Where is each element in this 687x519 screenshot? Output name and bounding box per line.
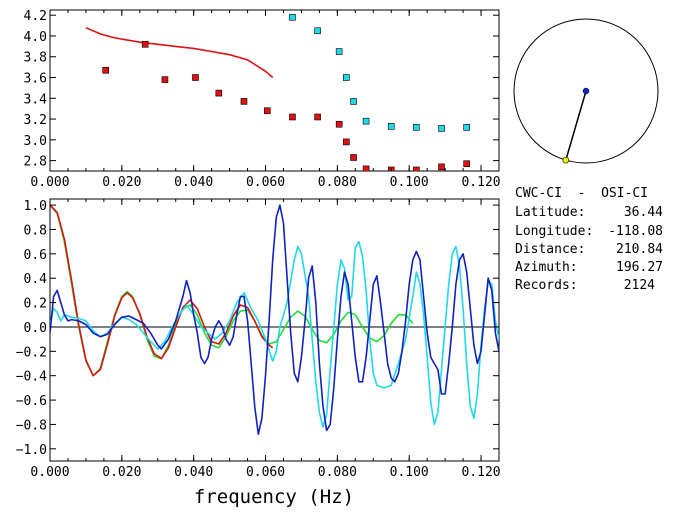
- bottom-y-tick-label: 0.8: [24, 223, 47, 238]
- top-scatter-point: [413, 166, 420, 171]
- compass-station-marker: [562, 156, 570, 164]
- info-azimuth-label: Azimuth:: [515, 260, 578, 275]
- bottom-y-tick-label: 0.6: [24, 248, 47, 263]
- top-x-tick-label: 0.000: [30, 175, 69, 190]
- info-longitude-label: Longitude:: [515, 224, 593, 239]
- info-records-label: Records:: [515, 278, 578, 293]
- top-scatter-point: [240, 98, 248, 105]
- bottom-x-tick-label: 0.100: [390, 465, 429, 480]
- station-pair: CWC-CI - OSI-CI: [515, 186, 648, 201]
- top-y-tick-label: 3.8: [24, 51, 47, 66]
- bottom-axes: 0.000 0.020 0.040 0.060 0.080 0.100 0.120 1.0 0.…: [16, 199, 501, 480]
- bottom-y-tick-label: −0.6: [16, 394, 47, 409]
- bottom-x-tick-label: 0.040: [174, 465, 213, 480]
- top-x-tick-label: 0.040: [174, 175, 213, 190]
- bottom-x-tick-label: 0.000: [30, 465, 69, 480]
- top-scatter-point: [289, 113, 296, 121]
- x-axis-title: frequency (Hz): [194, 486, 354, 508]
- bottom-y-tick-label: 0.0: [24, 321, 47, 336]
- top-x-tick-label: 0.080: [318, 175, 357, 190]
- top-y-tick-label: 3.4: [24, 92, 48, 107]
- bottom-y-tick-label: 0.4: [24, 272, 48, 287]
- top-plot-area: [85, 13, 470, 171]
- top-scatter-point: [463, 124, 470, 131]
- compass-azimuth-line: [565, 90, 587, 161]
- top-scatter-point: [192, 74, 199, 81]
- station-info: CWC-CI - OSI-CI Latitude: 36.44 Longitud…: [515, 186, 663, 293]
- top-scatter-point: [314, 27, 321, 35]
- bottom-y-tick-label: 0.2: [24, 297, 47, 312]
- info-latitude-value: 36.44: [624, 205, 663, 220]
- top-y-tick-label: 3.2: [24, 113, 47, 128]
- top-scatter-point: [314, 113, 321, 121]
- bottom-x-tick-label: 0.060: [246, 465, 285, 480]
- info-longitude-value: -118.08: [608, 224, 663, 239]
- info-distance-value: 210.84: [616, 242, 663, 257]
- bottom-y-tick-label: 1.0: [24, 199, 47, 214]
- top-scatter-point: [343, 74, 350, 81]
- azimuth-compass: [513, 18, 659, 164]
- top-x-tick-label: 0.060: [246, 175, 285, 190]
- info-latitude-label: Latitude:: [515, 205, 585, 220]
- top-y-tick-label: 3.0: [24, 134, 47, 149]
- top-y-tick-label: 3.6: [24, 72, 47, 87]
- top-x-tick-label: 0.100: [390, 175, 429, 190]
- info-azimuth-value: 196.27: [616, 260, 663, 275]
- bottom-y-tick-label: −0.4: [16, 370, 47, 385]
- top-scatter-point: [141, 40, 149, 48]
- top-scatter-point: [343, 138, 350, 146]
- bottom-series-line-3: [50, 204, 499, 435]
- bottom-plot-area: [50, 204, 499, 435]
- top-scatter-point: [289, 13, 296, 21]
- top-panel-frame: [49, 9, 500, 172]
- top-x-tick-label: 0.020: [102, 175, 141, 190]
- info-records-value: 2124: [624, 278, 655, 293]
- info-distance-label: Distance:: [515, 242, 585, 257]
- bottom-x-tick-label: 0.120: [461, 465, 500, 480]
- bottom-series-line-0: [50, 204, 414, 377]
- top-y-tick-label: 4.0: [24, 30, 47, 45]
- bottom-y-tick-label: −0.8: [16, 418, 47, 433]
- top-scatter-point: [463, 160, 470, 168]
- bottom-y-tick-label: −0.2: [16, 345, 47, 360]
- top-series-line-0: [85, 26, 274, 79]
- top-scatter-point: [264, 107, 271, 115]
- bottom-series-line-1: [50, 204, 274, 377]
- top-scatter-point: [350, 154, 357, 161]
- bottom-x-tick-label: 0.020: [102, 465, 141, 480]
- top-x-tick-label: 0.120: [461, 175, 500, 190]
- top-scatter-point: [413, 124, 420, 131]
- top-scatter-point: [102, 66, 109, 74]
- top-scatter-point: [161, 76, 169, 83]
- bottom-x-tick-label: 0.080: [318, 465, 357, 480]
- top-scatter-point: [335, 48, 343, 55]
- top-scatter-point: [215, 89, 223, 97]
- top-scatter-point: [438, 163, 445, 171]
- top-scatter-point: [350, 98, 357, 105]
- bottom-y-tick-label: −1.0: [16, 443, 47, 458]
- top-scatter-point: [438, 125, 445, 132]
- compass-circle: [513, 18, 659, 164]
- top-scatter-point: [387, 123, 395, 130]
- top-scatter-point: [362, 165, 370, 171]
- top-scatter-point: [362, 117, 370, 125]
- top-axes: 0.000 0.020 0.040 0.060 0.080 0.100 0.120 2.8 3.…: [24, 9, 501, 190]
- top-y-tick-label: 2.8: [24, 155, 47, 170]
- top-scatter-point: [335, 120, 343, 128]
- bottom-series-line-2: [50, 240, 499, 428]
- compass-center-dot: [582, 87, 590, 95]
- top-y-tick-label: 4.2: [24, 9, 47, 24]
